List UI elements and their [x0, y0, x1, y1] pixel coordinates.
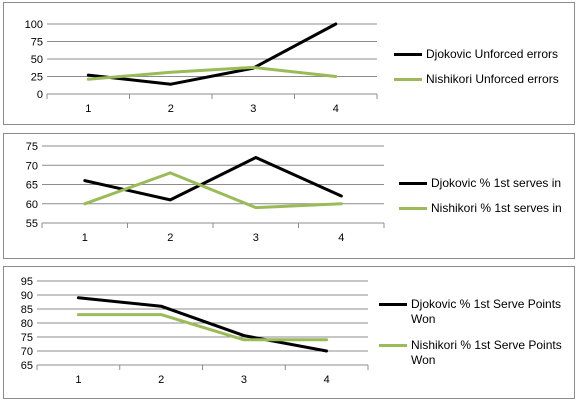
y-tick-label: 65	[26, 180, 38, 192]
legend-label: Djokovic Unforced errors	[426, 47, 559, 61]
x-tick-label: 4	[338, 232, 344, 244]
chart-unforced-errors: 0 25 50 75 100 1 2 3 4	[25, 19, 378, 115]
x-tick-label: 2	[158, 374, 164, 386]
y-tick-label: 65	[21, 360, 33, 372]
series-line-nishikori	[86, 65, 338, 81]
legend-item-djokovic: Djokovic Unforced errors	[394, 47, 558, 62]
y-tick-label: 75	[21, 332, 33, 344]
chart-first-serves-in: 55 60 65 70 75 1 2 3 4	[26, 141, 385, 244]
x-tick-label: 1	[85, 103, 91, 115]
legend-item-djokovic: Djokovic % 1st Serve Points Won	[379, 297, 569, 327]
x-tick-label: 4	[333, 103, 339, 115]
y-tick-label: 0	[37, 89, 43, 101]
x-tick-label: 3	[241, 374, 247, 386]
x-tick-label: 3	[250, 103, 256, 115]
x-tick-label: 4	[324, 374, 330, 386]
chart-panel-unforced-errors: 0 25 50 75 100 1 2 3 4 Djokovic Unforced errors …	[3, 2, 575, 125]
legend-swatch	[379, 303, 407, 306]
y-tick-label: 50	[31, 54, 43, 66]
y-tick-label: 75	[26, 141, 38, 153]
legend-item-nishikori: Nishikori % 1st Serve Points Won	[379, 338, 569, 368]
y-tick-label: 80	[21, 318, 33, 330]
y-tick-label: 75	[31, 37, 43, 49]
legend-item-nishikori: Nishikori Unforced errors	[394, 72, 559, 87]
x-tick-label: 1	[82, 232, 88, 244]
y-tick-label: 95	[21, 276, 33, 288]
y-tick-label: 70	[21, 346, 33, 358]
chart-panel-first-serves-in: 55 60 65 70 75 1 2 3 4 Djokovic % 1st serves in …	[3, 133, 575, 259]
legend-swatch	[394, 53, 422, 56]
series-line-djokovic	[76, 296, 329, 353]
legend-item-nishikori: Nishikori % 1st serves in	[399, 201, 562, 216]
legend-swatch	[379, 344, 407, 347]
x-tick-label: 2	[167, 232, 173, 244]
legend-label: Nishikori % 1st serves in	[431, 201, 562, 215]
legend-swatch	[399, 207, 427, 210]
x-tick-label: 2	[168, 103, 174, 115]
legend-label: Nishikori Unforced errors	[426, 72, 559, 86]
legend-label: Djokovic % 1st serves in	[431, 176, 562, 190]
y-tick-label: 85	[21, 304, 33, 316]
chart-first-serve-points-won: 65 70 75 80 85 90 95 1 2 3 4	[21, 276, 369, 386]
y-tick-label: 25	[31, 72, 43, 84]
y-tick-label: 60	[26, 199, 38, 211]
x-tick-label: 3	[253, 232, 259, 244]
legend-swatch	[394, 78, 422, 81]
series-line-nishikori	[83, 171, 343, 210]
x-tick-label: 1	[75, 374, 81, 386]
y-tick-label: 100	[25, 19, 43, 31]
y-tick-label: 90	[21, 290, 33, 302]
legend-item-djokovic: Djokovic % 1st serves in	[399, 176, 561, 191]
series-line-djokovic	[86, 22, 338, 86]
legend-swatch	[399, 182, 427, 185]
series-line-djokovic	[83, 156, 343, 202]
y-tick-label: 55	[26, 218, 38, 230]
legend-label: Djokovic % 1st Serve Points Won	[411, 297, 562, 326]
legend-label: Nishikori % 1st Serve Points Won	[411, 338, 562, 367]
chart-panel-first-serve-points-won: 65 70 75 80 85 90 95 1 2 3 4 Djokovic % 1st Serve …	[3, 266, 575, 399]
y-tick-label: 70	[26, 160, 38, 172]
series-line-nishikori	[76, 313, 329, 342]
